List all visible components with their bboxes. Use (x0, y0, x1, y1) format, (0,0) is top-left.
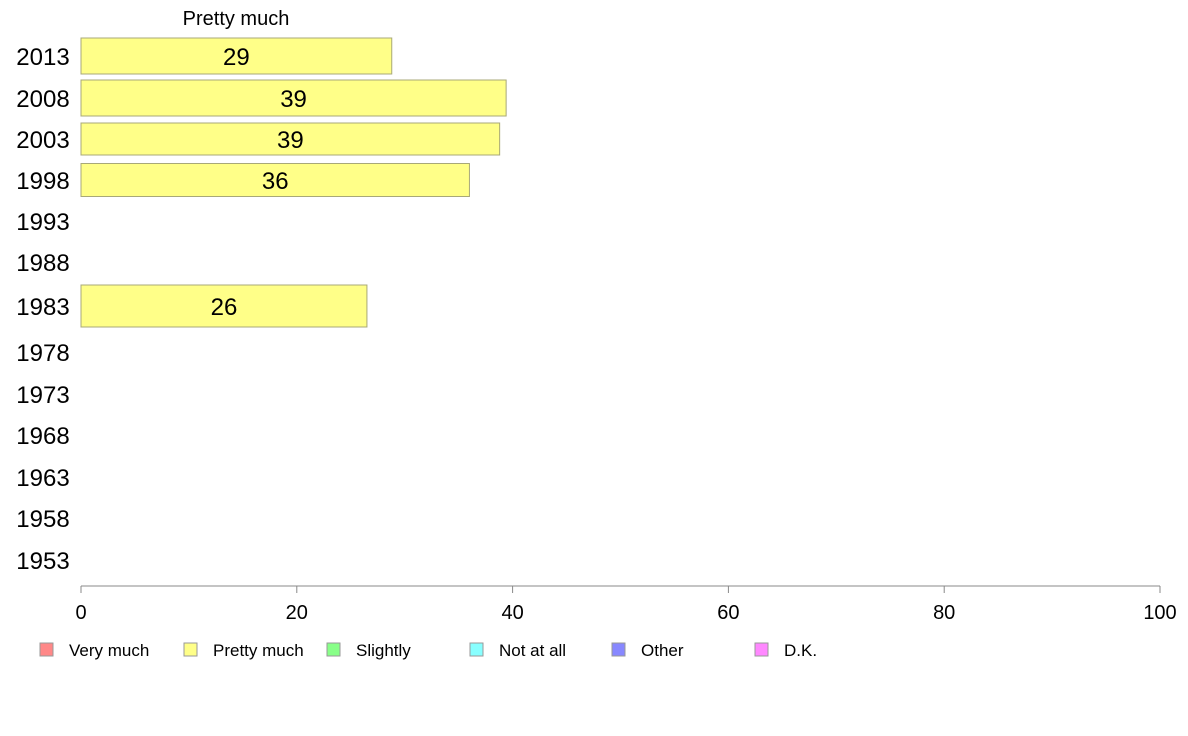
x-tick-label-80: 80 (933, 602, 955, 624)
column-title: Pretty much (183, 8, 290, 30)
year-labels: 2013 2008 2003 1998 1993 1988 1983 1978 1973 1968… (16, 44, 69, 575)
bar-1998 (80, 163, 470, 197)
year-label-1973: 1973 (16, 382, 69, 409)
legend-swatch (469, 642, 484, 657)
x-tick-label-20: 20 (286, 602, 308, 624)
legend-item-slightly: Slightly (326, 641, 411, 660)
bar-1983 (80, 284, 368, 328)
bars-layer: 29 39 39 36 26 (80, 37, 507, 328)
bar-value-label-1998: 36 (262, 168, 289, 195)
legend-item-not-at-all: Not at all (469, 641, 566, 660)
legend-label: D.K. (784, 641, 817, 660)
legend-item-pretty-much: Pretty much (183, 641, 304, 660)
bar-value-label-1983: 26 (211, 294, 238, 321)
legend-swatch (183, 642, 198, 657)
legend-swatch (611, 642, 626, 657)
year-label-1978: 1978 (16, 340, 69, 367)
x-axis: 0 20 40 60 80 100 (75, 585, 1177, 624)
x-tick-label-0: 0 (75, 602, 86, 624)
year-label-2008: 2008 (16, 86, 69, 113)
x-tick-label-40: 40 (501, 602, 523, 624)
bar-value-label-2008: 39 (280, 86, 307, 113)
bar-2008 (80, 79, 507, 117)
legend-label: Slightly (356, 641, 411, 660)
legend-swatch (754, 642, 769, 657)
legend: Very much Pretty much Slightly Not at all Ot… (39, 641, 817, 660)
bar-2013 (80, 37, 393, 75)
year-label-1968: 1968 (16, 423, 69, 450)
year-label-1988: 1988 (16, 250, 69, 277)
x-tick-label-60: 60 (717, 602, 739, 624)
legend-item-other: Other (611, 641, 684, 660)
year-label-1953: 1953 (16, 548, 69, 575)
year-label-1993: 1993 (16, 209, 69, 236)
x-tick-label-100: 100 (1143, 602, 1176, 624)
legend-label: Very much (69, 641, 149, 660)
legend-item-d-k: D.K. (754, 641, 817, 660)
legend-label: Pretty much (213, 641, 304, 660)
bar-2003 (80, 122, 501, 156)
year-label-2003: 2003 (16, 127, 69, 154)
legend-label: Not at all (499, 641, 566, 660)
bar-value-label-2013: 29 (223, 44, 250, 71)
legend-item-very-much: Very much (39, 641, 149, 660)
legend-swatch (39, 642, 54, 657)
year-label-2013: 2013 (16, 44, 69, 71)
year-label-1958: 1958 (16, 506, 69, 533)
year-label-1983: 1983 (16, 294, 69, 321)
legend-swatch (326, 642, 341, 657)
legend-label: Other (641, 641, 684, 660)
year-label-1963: 1963 (16, 465, 69, 492)
bar-value-label-2003: 39 (277, 127, 304, 154)
year-label-1998: 1998 (16, 168, 69, 195)
